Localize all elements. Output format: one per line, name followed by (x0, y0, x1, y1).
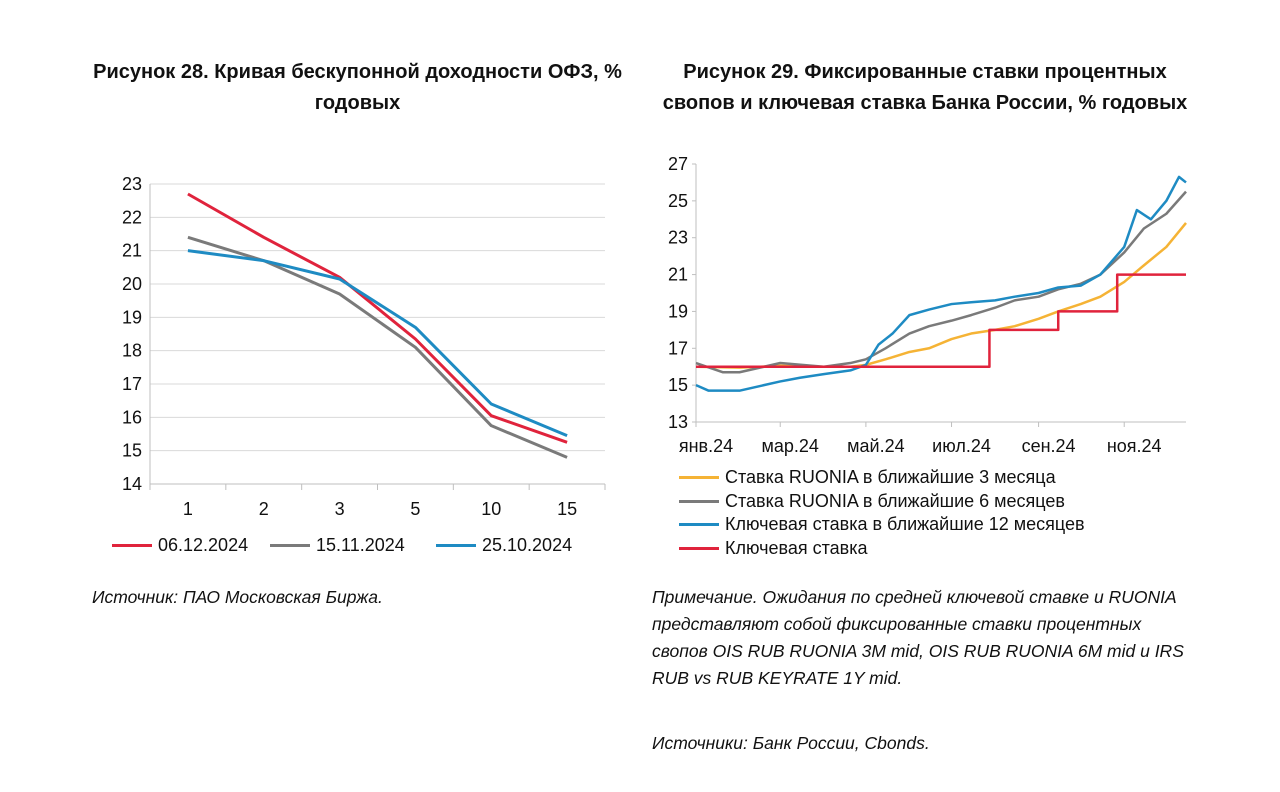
legend-swatch (679, 499, 719, 503)
legend-swatch (270, 544, 310, 547)
x-tick-label: май.24 (847, 436, 904, 456)
x-tick-label: 3 (335, 499, 345, 519)
legend-item: 25.10.2024 (436, 535, 572, 556)
y-tick-label: 19 (122, 307, 142, 327)
y-tick-label: 17 (668, 338, 688, 358)
y-tick-label: 23 (122, 174, 142, 194)
legend-label: Ставка RUONIA в ближайшие 3 месяца (725, 467, 1056, 487)
x-tick-label: 10 (481, 499, 501, 519)
legend-item: Ставка RUONIA в ближайшие 6 месяцев (679, 491, 1065, 512)
legend-label: 15.11.2024 (316, 535, 405, 555)
y-tick-label: 25 (668, 191, 688, 211)
x-tick-label: 5 (410, 499, 420, 519)
legend-swatch (679, 523, 719, 526)
y-tick-label: 13 (668, 412, 688, 432)
series-line-Ставка RUONIA в ближайшие 6 месяцев (695, 190, 1187, 374)
legend-item: 15.11.2024 (270, 535, 405, 556)
y-tick-label: 19 (668, 301, 688, 321)
x-tick-label: сен.24 (1022, 436, 1076, 456)
legend-swatch (679, 546, 719, 550)
y-tick-label: 21 (122, 241, 142, 261)
series-line-Ключевая ставка в ближайшие 12 месяцев (695, 175, 1187, 392)
y-tick-label: 17 (122, 374, 142, 394)
y-tick-label: 16 (122, 407, 142, 427)
x-tick-label: 1 (183, 499, 193, 519)
series-line-06.12.2024 (187, 192, 568, 444)
figure-29-note: Примечание. Ожидания по средней ключевой… (652, 587, 1184, 688)
y-tick-label: 20 (122, 274, 142, 294)
y-tick-label: 15 (122, 441, 142, 461)
figure-28-title: Рисунок 28. Кривая бескупонной доходност… (93, 61, 622, 114)
figure-28-source: Источник: ПАО Московская Биржа. (92, 587, 383, 607)
y-tick-label: 15 (668, 375, 688, 395)
x-tick-label: 2 (259, 499, 269, 519)
figure-29-title: Рисунок 29. Фиксированные ставки процент… (662, 61, 1188, 114)
legend-label: Ставка RUONIA в ближайшие 6 месяцев (725, 490, 1065, 511)
series-line-Ключевая ставка (696, 273, 1186, 368)
x-tick-label: 15 (557, 499, 577, 519)
x-tick-label: июл.24 (932, 436, 991, 456)
series-line-15.11.2024 (187, 235, 568, 459)
legend-item: Ставка RUONIA в ближайшие 3 месяца (679, 467, 1056, 488)
figure-29-source: Источники: Банк России, Cbonds. (652, 733, 930, 753)
legend-swatch (112, 544, 152, 547)
x-tick-label: янв.24 (679, 436, 733, 456)
x-tick-label: мар.24 (762, 436, 819, 456)
series-line-Ставка RUONIA в ближайшие 3 месяца (695, 222, 1187, 369)
legend-label: 25.10.2024 (482, 535, 573, 555)
y-tick-label: 23 (668, 228, 688, 248)
legend-label: Ключевая ставка в ближайшие 12 месяцев (725, 514, 1085, 534)
legend-item: Ключевая ставка в ближайшие 12 месяцев (679, 514, 1085, 535)
legend-swatch (436, 544, 476, 547)
legend-item: Ключевая ставка (679, 538, 868, 559)
legend-swatch (679, 476, 719, 479)
legend-label: Ключевая ставка (725, 537, 868, 558)
series-line-25.10.2024 (187, 249, 568, 438)
legend-item: 06.12.2024 (112, 535, 248, 556)
y-tick-label: 21 (668, 265, 688, 285)
y-tick-label: 18 (122, 341, 142, 361)
x-tick-label: ноя.24 (1107, 436, 1162, 456)
y-tick-label: 22 (122, 207, 142, 227)
legend-label: 06.12.2024 (158, 535, 249, 555)
y-tick-label: 14 (122, 474, 142, 494)
y-tick-label: 27 (668, 154, 688, 174)
